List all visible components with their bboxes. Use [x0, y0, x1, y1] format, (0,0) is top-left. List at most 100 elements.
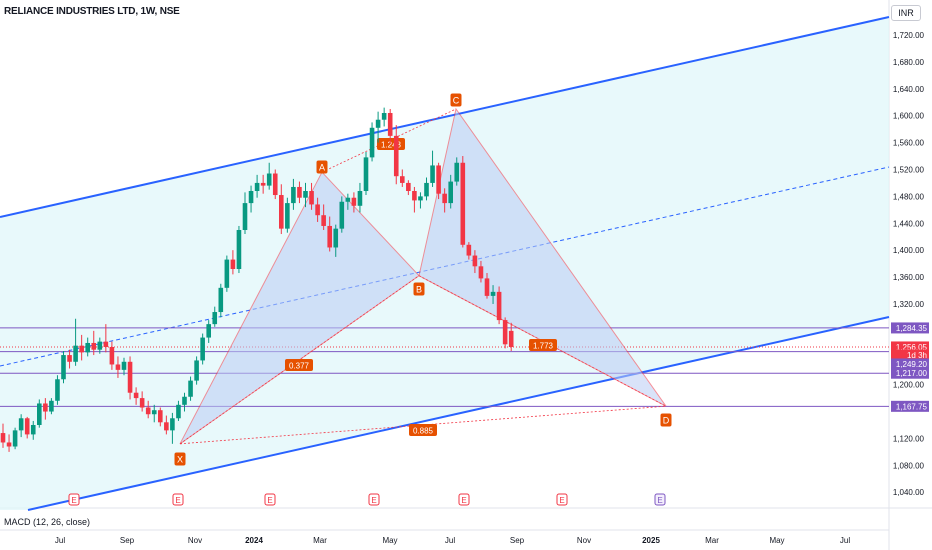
ratio-label: 0.377 — [289, 362, 310, 371]
candle-body — [206, 324, 211, 338]
candle-body — [418, 196, 423, 201]
candle-body — [466, 244, 472, 256]
candle-body — [381, 112, 387, 120]
channel-lower-line — [27, 316, 890, 511]
ratio-label-bg-2 — [529, 339, 557, 351]
candle-body — [145, 407, 151, 415]
time-tick-label: Mar — [705, 536, 719, 545]
candle-body — [369, 127, 375, 158]
candle-body — [182, 396, 187, 405]
price-tick-label: 1,440.00 — [893, 219, 925, 228]
candle-body — [200, 337, 205, 361]
pattern-point-x: X — [177, 455, 183, 465]
candle-body — [412, 190, 417, 201]
earnings-marker: E — [559, 496, 564, 505]
earnings-marker: E — [267, 496, 272, 505]
candle-body — [484, 278, 490, 296]
candle-body — [279, 195, 284, 229]
candle-body — [309, 190, 314, 205]
candle-body — [79, 345, 84, 353]
candle-body — [188, 380, 193, 397]
candle-body — [375, 119, 381, 128]
candle-body — [91, 342, 97, 350]
candle-body — [321, 215, 326, 226]
price-tick-label: 1,400.00 — [893, 246, 925, 255]
candle-body — [442, 193, 447, 204]
price-tick-label: 1,720.00 — [893, 31, 925, 40]
pattern-point-x-bg — [174, 452, 186, 466]
time-tick-label: Sep — [120, 536, 135, 545]
earnings-marker-bg — [68, 493, 80, 506]
ratio-label: 0.885 — [413, 427, 434, 436]
price-tick-label: 1,640.00 — [893, 85, 925, 94]
candle-body — [502, 320, 508, 345]
candle-body — [6, 442, 12, 447]
pattern-point-b: B — [416, 285, 422, 295]
candle-body — [400, 176, 405, 183]
time-tick-label: Jul — [840, 536, 850, 545]
candle-body — [115, 364, 121, 370]
candle-body — [55, 379, 60, 401]
macd-indicator-label[interactable]: MACD (12, 26, close) — [4, 517, 91, 527]
candle-body — [73, 345, 78, 362]
candle-body — [133, 392, 139, 399]
candle-body — [194, 360, 199, 381]
pattern-point-c: C — [453, 96, 460, 106]
candle-body — [333, 228, 339, 248]
candle-body — [291, 186, 296, 204]
candle-body — [357, 190, 363, 206]
candle-body — [103, 341, 109, 347]
candle-body — [170, 418, 175, 431]
earnings-marker-bg — [654, 493, 666, 506]
pattern-xd-line — [179, 405, 667, 445]
candle-body — [285, 203, 290, 229]
earnings-marker: E — [371, 496, 376, 505]
price-label: 1,167.75 — [896, 402, 928, 411]
candle-body — [496, 291, 502, 321]
currency-button[interactable]: INR — [891, 5, 921, 21]
time-axis[interactable]: Jul Sep Nov 2024 Mar May Jul Sep Nov 2025 Mar May Ju… — [55, 536, 850, 545]
candle-body — [121, 361, 127, 370]
candle-body — [158, 410, 163, 423]
pattern-point-labels: X A B C D — [174, 93, 672, 466]
candle-body — [393, 135, 399, 177]
candle-body — [37, 403, 42, 425]
candle-body — [315, 204, 320, 216]
time-tick-label: May — [382, 536, 397, 545]
pattern-point-d: D — [663, 416, 670, 426]
price-label: 1,256.05 — [896, 343, 928, 352]
pattern-point-d-bg — [660, 413, 672, 427]
price-tick-label: 1,600.00 — [893, 112, 925, 121]
candle-body — [430, 165, 435, 183]
candle-body — [508, 330, 514, 347]
price-label: 1d 3h — [907, 351, 927, 360]
price-label-bg-4 — [891, 367, 929, 379]
time-tick-label: Mar — [313, 536, 327, 545]
price-tick-label: 1,080.00 — [893, 461, 925, 470]
pattern-point-b-bg — [413, 282, 425, 296]
candle-body — [260, 182, 266, 186]
channel-upper-line — [0, 16, 890, 218]
time-tick-label: 2024 — [245, 536, 263, 545]
candle-body — [176, 404, 181, 419]
earnings-marker-bg — [458, 493, 470, 506]
candle-body — [30, 424, 36, 435]
candlestick-series — [0, 107, 514, 452]
candle-body — [424, 182, 429, 197]
candle-body — [448, 181, 453, 204]
earnings-marker: E — [657, 496, 662, 505]
candle-body — [303, 190, 308, 198]
pattern-xb-line — [179, 275, 420, 445]
price-axis[interactable]: 1,720.00 1,680.00 1,640.00 1,600.00 1,560.00… — [891, 31, 929, 497]
pattern-ac-line — [321, 108, 457, 173]
time-tick-label: Nov — [188, 536, 202, 545]
ratio-label-bg-1 — [285, 359, 313, 371]
price-label-bg-3 — [891, 358, 929, 370]
candle-body — [85, 342, 90, 353]
candle-body — [436, 165, 441, 194]
price-tick-label: 1,480.00 — [893, 192, 925, 201]
price-label-bg-1 — [891, 341, 929, 353]
price-tick-label: 1,520.00 — [893, 165, 925, 174]
